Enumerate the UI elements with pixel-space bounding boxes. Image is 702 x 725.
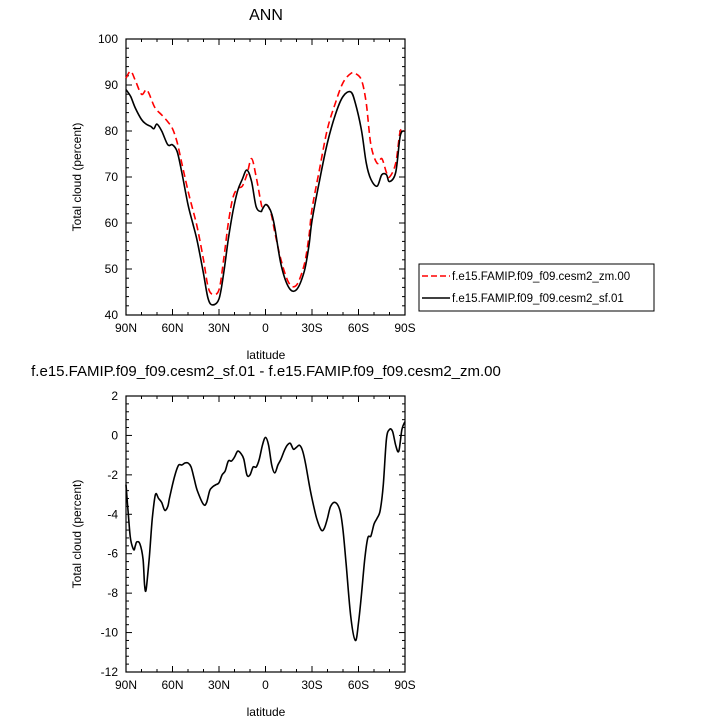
bottom-xtick-label: 0 (262, 678, 269, 692)
top-panel: ANN 90N 60N 30N 0 30S 60S 90S 40 50 60 70 80 90 100 T… (70, 7, 655, 362)
top-xtick-label: 30N (208, 321, 230, 335)
top-plot-frame (125, 38, 406, 316)
top-ticks: 90N 60N 30N 0 30S 60S 90S 40 50 60 70 80 90 100 (98, 32, 416, 335)
top-ytick-label: 80 (105, 124, 119, 138)
top-chart-title: ANN (249, 7, 283, 24)
top-plot-area: 90N 60N 30N 0 30S 60S 90S 40 50 60 70 80 90 100 (98, 32, 416, 335)
bottom-xtick-label: 60N (161, 678, 183, 692)
bottom-plot-area: 90N 60N 30N 0 30S 60S 90S -12 -10 -8 -6 -4 -2 0 2 (101, 389, 416, 692)
top-xtick-label: 60N (161, 321, 183, 335)
bottom-ytick-label: 0 (111, 428, 118, 442)
top-ytick-label: 70 (105, 170, 119, 184)
legend: f.e15.FAMIP.f09_f09.cesm2_zm.00 f.e15.FA… (418, 263, 655, 312)
top-series-lines (125, 70, 406, 306)
top-xtick-label: 90S (394, 321, 415, 335)
top-xtick-label: 30S (301, 321, 322, 335)
top-xtick-label: 0 (262, 321, 269, 335)
legend-box (418, 263, 655, 312)
top-ytick-label: 50 (105, 262, 119, 276)
bottom-ytick-label: -6 (107, 547, 118, 561)
bottom-series-lines (125, 421, 406, 642)
legend-label-sf: f.e15.FAMIP.f09_f09.cesm2_sf.01 (452, 293, 624, 305)
bottom-ytick-label: -12 (101, 665, 119, 679)
top-ylabel: Total cloud (percent) (70, 123, 84, 232)
bottom-ticks: 90N 60N 30N 0 30S 60S 90S -12 -10 -8 -6 -4 -2 0 2 (101, 389, 416, 692)
legend-label-zm: f.e15.FAMIP.f09_f09.cesm2_zm.00 (452, 271, 630, 283)
bottom-ytick-label: -8 (107, 586, 118, 600)
bottom-xtick-label: 30N (208, 678, 230, 692)
top-ytick-label: 90 (105, 78, 119, 92)
bottom-xlabel: latitude (247, 705, 286, 719)
top-ytick-label: 60 (105, 216, 119, 230)
bottom-series-line-0 (125, 421, 406, 642)
bottom-xtick-label: 30S (301, 678, 322, 692)
bottom-panel: f.e15.FAMIP.f09_f09.cesm2_sf.01 - f.e15.… (31, 363, 501, 719)
bottom-ytick-label: -10 (101, 626, 119, 640)
bottom-ytick-label: -4 (107, 507, 118, 521)
bottom-ytick-label: 2 (111, 389, 118, 403)
bottom-chart-title: f.e15.FAMIP.f09_f09.cesm2_sf.01 - f.e15.… (31, 363, 501, 380)
top-ytick-label: 100 (98, 32, 118, 46)
top-series-line-0 (125, 70, 406, 296)
bottom-xtick-label: 90N (115, 678, 137, 692)
bottom-ytick-label: -2 (107, 468, 118, 482)
top-series-line-1 (125, 89, 406, 306)
top-ytick-label: 40 (105, 308, 119, 322)
top-xtick-label: 90N (115, 321, 137, 335)
top-xtick-label: 60S (348, 321, 369, 335)
bottom-xtick-label: 60S (348, 678, 369, 692)
top-xlabel: latitude (247, 348, 286, 362)
bottom-xtick-label: 90S (394, 678, 415, 692)
bottom-ylabel: Total cloud (percent) (70, 480, 84, 589)
